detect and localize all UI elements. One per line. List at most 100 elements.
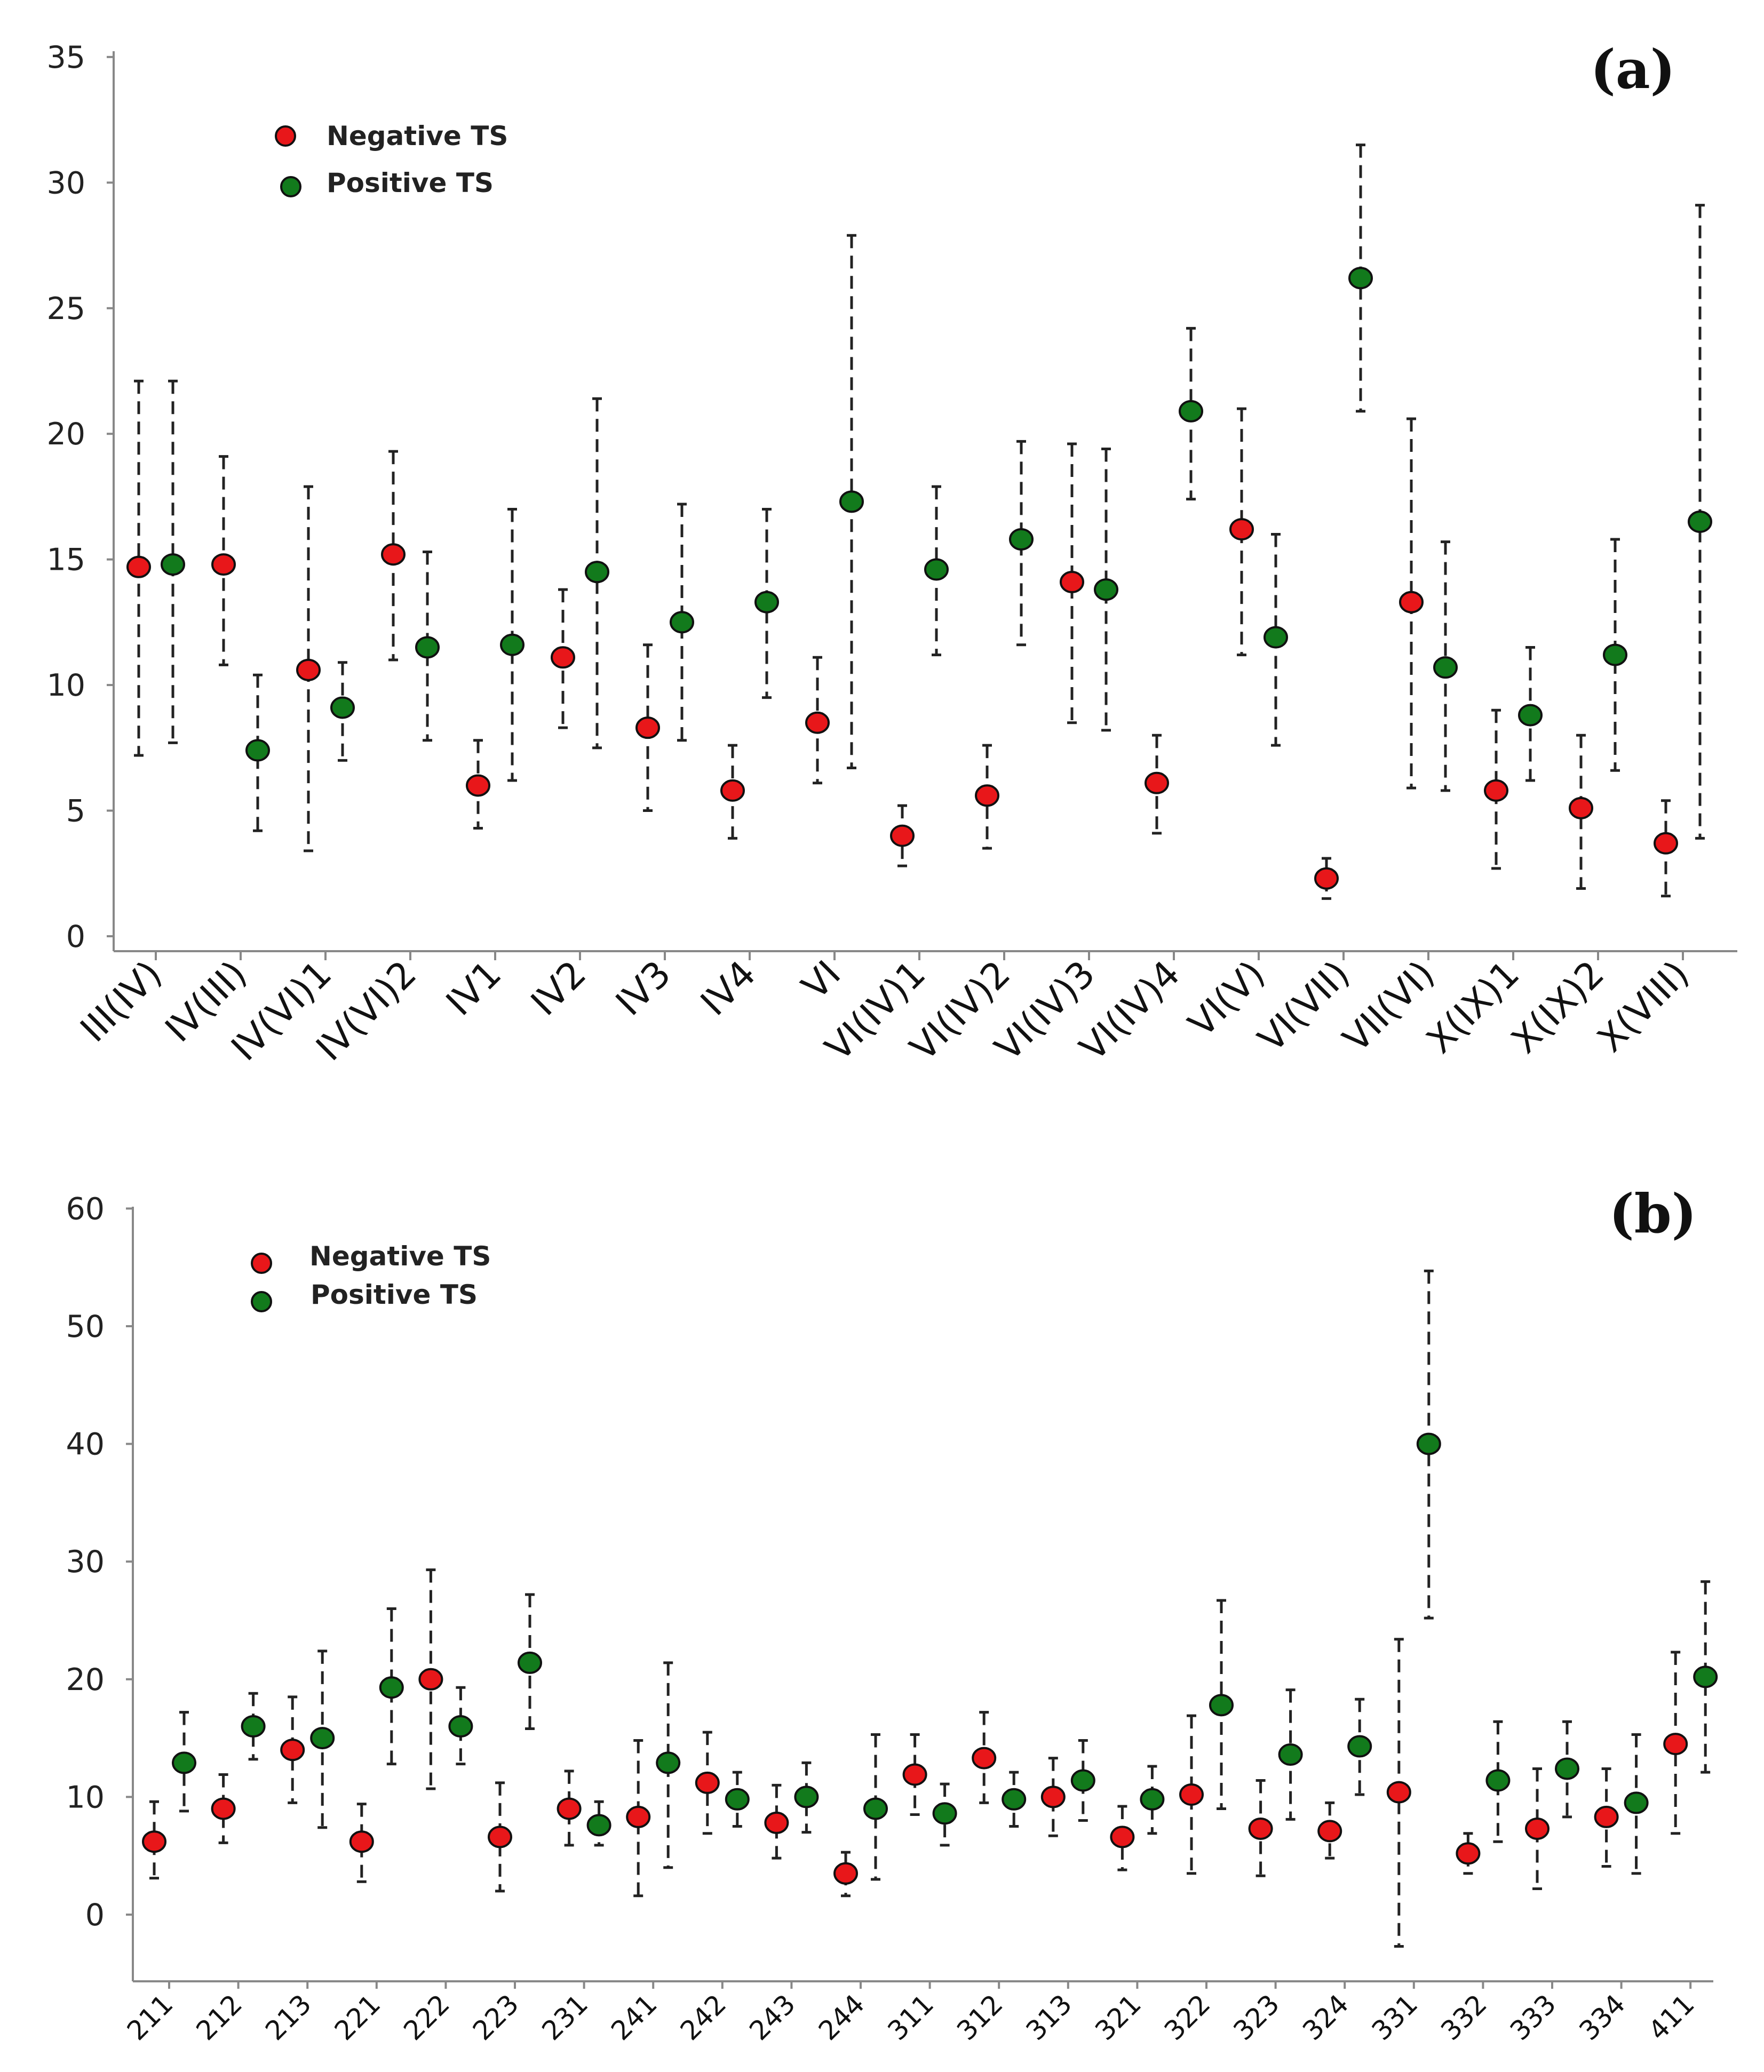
- data-point: [1179, 400, 1203, 423]
- positive-ts-point: [518, 1593, 542, 1730]
- positive-ts-point: [754, 507, 779, 699]
- y-tick-label: 20: [66, 1662, 105, 1698]
- x-tick-label: 243: [743, 1988, 801, 2046]
- x-tick-label: 322: [1158, 1988, 1216, 2046]
- data-point: [1433, 656, 1458, 679]
- data-point: [1569, 796, 1593, 819]
- y-tick-label: 10: [66, 1780, 105, 1815]
- data-point: [626, 1805, 651, 1828]
- positive-ts-point: [932, 1782, 957, 1847]
- negative-ts-point: [764, 1783, 789, 1860]
- negative-ts-point: [695, 1731, 720, 1835]
- positive-ts-point: [1179, 326, 1203, 501]
- negative-ts-point: [1229, 407, 1254, 657]
- data-point: [379, 1676, 404, 1699]
- data-point: [172, 1751, 196, 1774]
- data-point: [1416, 1432, 1441, 1455]
- data-point: [1179, 1783, 1204, 1806]
- legend-negative-marker: [275, 125, 296, 147]
- data-point: [1525, 1817, 1550, 1840]
- data-point: [518, 1651, 542, 1674]
- positive-ts-point: [1693, 1580, 1718, 1774]
- data-point: [585, 561, 609, 584]
- x-tick-label: 321: [1089, 1988, 1147, 2046]
- x-tick-label: 241: [605, 1988, 663, 2046]
- positive-ts-point: [1416, 1269, 1441, 1620]
- positive-ts-point: [330, 661, 355, 762]
- x-tick-label: 222: [398, 1988, 455, 2046]
- negative-ts-point: [488, 1781, 512, 1893]
- data-point: [381, 543, 406, 566]
- data-point: [833, 1862, 858, 1885]
- negative-ts-point: [833, 1851, 858, 1898]
- positive-ts-point: [1518, 645, 1543, 782]
- data-point: [500, 633, 525, 656]
- x-tick-label: 231: [536, 1988, 594, 2046]
- data-point: [1264, 626, 1288, 649]
- data-point: [1248, 1817, 1273, 1840]
- data-point: [794, 1786, 819, 1808]
- negative-ts-point: [381, 450, 406, 662]
- data-point: [1060, 571, 1084, 594]
- y-tick-label: 30: [46, 165, 85, 201]
- negative-ts-point: [1594, 1767, 1619, 1868]
- x-tick-label: 221: [329, 1988, 386, 2046]
- x-tick-label: III(IV): [73, 953, 170, 1050]
- data-point: [932, 1802, 957, 1825]
- x-tick-label: 411: [1642, 1988, 1700, 2046]
- data-point: [972, 1747, 997, 1770]
- x-tick-label: X(VIII): [1590, 953, 1697, 1061]
- panel-b-label: (b): [1609, 1182, 1697, 1245]
- x-tick-label: IV4: [693, 953, 764, 1024]
- negative-ts-point: [1060, 442, 1084, 724]
- data-point: [1386, 1781, 1411, 1804]
- data-point: [1145, 771, 1169, 794]
- data-point: [1624, 1791, 1649, 1814]
- negative-ts-point: [418, 1568, 443, 1790]
- data-point: [1654, 832, 1678, 855]
- x-tick-label: VII(VI): [1335, 953, 1443, 1061]
- data-point: [161, 553, 185, 576]
- positive-ts-point: [415, 551, 440, 742]
- positive-ts-point: [1264, 533, 1288, 747]
- negative-ts-point: [211, 1773, 236, 1844]
- negative-ts-point: [1145, 734, 1169, 835]
- positive-ts-point: [1624, 1733, 1649, 1875]
- positive-ts-point: [310, 1649, 335, 1829]
- x-tick-label: 312: [951, 1988, 1008, 2046]
- negative-ts-point: [557, 1770, 582, 1847]
- x-tick-label: VI: [794, 953, 849, 1008]
- x-tick-label: 323: [1228, 1988, 1285, 2046]
- positive-ts-point: [670, 503, 694, 742]
- negative-ts-point: [1569, 734, 1593, 890]
- y-tick-label: 60: [66, 1191, 105, 1226]
- negative-ts-point: [975, 744, 999, 850]
- positive-ts-point: [1209, 1599, 1234, 1810]
- y-tick-label: 35: [46, 40, 85, 75]
- positive-ts-point: [1603, 538, 1627, 772]
- negative-ts-point: [890, 804, 915, 867]
- legend-positive-marker: [251, 1291, 272, 1312]
- x-tick-label: 331: [1366, 1988, 1424, 2046]
- y-tick-label: 0: [66, 919, 85, 954]
- data-point: [1555, 1757, 1579, 1780]
- x-tick-label: 213: [259, 1988, 317, 2046]
- negative-ts-point: [349, 1803, 374, 1883]
- data-point: [418, 1668, 443, 1691]
- legend-negative-label: Negative TS: [309, 1241, 491, 1272]
- positive-ts-point: [1433, 540, 1458, 792]
- data-point: [1348, 267, 1373, 290]
- data-point: [1594, 1805, 1619, 1828]
- data-point: [126, 555, 151, 578]
- negative-ts-point: [626, 1739, 651, 1898]
- negative-ts-point: [1663, 1651, 1688, 1835]
- legend-positive-marker: [280, 176, 301, 197]
- positive-ts-point: [448, 1686, 473, 1766]
- data-point: [924, 558, 949, 581]
- data-point: [839, 490, 864, 513]
- x-tick-label: 223: [467, 1988, 525, 2046]
- data-point: [488, 1826, 512, 1848]
